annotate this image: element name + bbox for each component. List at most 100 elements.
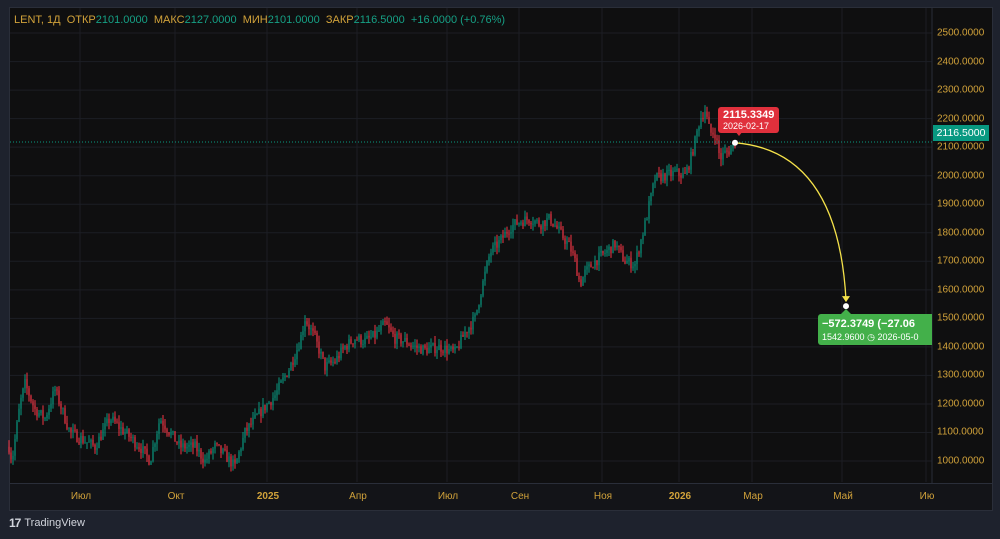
candle-body bbox=[166, 429, 168, 433]
candle-body bbox=[600, 251, 602, 253]
projection-end-tooltip: −572.3749 (−27.06 1542.9600 ◷ 2026-05-0 bbox=[818, 314, 932, 345]
candle-body bbox=[38, 412, 40, 417]
candle-body bbox=[56, 389, 58, 391]
last-price-label: 2116.5000 bbox=[933, 125, 989, 141]
price-tick: 1900.0000 bbox=[937, 198, 985, 210]
time-tick: Май bbox=[833, 491, 853, 502]
candle-body bbox=[542, 220, 544, 230]
candle-body bbox=[68, 428, 70, 430]
candle-body bbox=[300, 334, 302, 350]
tradingview-logo[interactable]: 17 TradingView bbox=[9, 516, 85, 530]
candle-body bbox=[572, 251, 574, 253]
candle-body bbox=[184, 443, 186, 449]
candle-body bbox=[254, 414, 256, 418]
candle-body bbox=[128, 429, 130, 437]
candle-body bbox=[80, 435, 82, 444]
candle-body bbox=[64, 408, 66, 424]
candle-body bbox=[314, 330, 316, 333]
candle-body bbox=[276, 390, 278, 396]
candle-body bbox=[180, 440, 182, 448]
symbol[interactable]: LENT, 1Д bbox=[14, 14, 61, 26]
time-tick: Июл bbox=[437, 491, 459, 502]
candle-body bbox=[500, 235, 502, 241]
candle-body bbox=[544, 220, 546, 227]
candle-body bbox=[430, 344, 432, 348]
candle-body bbox=[710, 123, 712, 133]
close-value: 2116.5000 bbox=[353, 14, 405, 26]
candle-body bbox=[86, 442, 88, 444]
candle-body bbox=[146, 448, 148, 456]
time-tick: Окт bbox=[167, 491, 185, 502]
candle-body bbox=[390, 327, 392, 331]
candle-body bbox=[330, 360, 332, 363]
candle-body bbox=[58, 390, 60, 404]
candle-body bbox=[518, 222, 520, 225]
candle-body bbox=[394, 333, 396, 344]
candle-body bbox=[378, 330, 380, 332]
candle-body bbox=[30, 395, 32, 402]
candle-body bbox=[380, 325, 382, 331]
tooltip-pointer bbox=[841, 309, 851, 314]
candle-body bbox=[438, 344, 440, 351]
candle-body bbox=[578, 275, 580, 280]
candle-body bbox=[522, 222, 524, 227]
open-label: ОТКР bbox=[66, 14, 96, 26]
candle-body bbox=[586, 266, 588, 270]
candle-body bbox=[164, 425, 166, 430]
candle-body bbox=[450, 346, 452, 349]
candle-body bbox=[552, 223, 554, 227]
candle-body bbox=[506, 231, 508, 234]
time-tick: 2025 bbox=[256, 491, 280, 502]
candle-body bbox=[16, 421, 18, 440]
candle-body bbox=[412, 345, 414, 347]
candle-body bbox=[14, 439, 16, 456]
candle-body bbox=[106, 418, 108, 424]
candle-body bbox=[36, 408, 38, 417]
candle-body bbox=[42, 410, 44, 419]
candle-body bbox=[404, 337, 406, 342]
time-axis[interactable]: Июл Окт 2025 Апр Июл Сен Ноя 2026 Мар Май Ию bbox=[9, 483, 993, 511]
candle-body bbox=[498, 240, 500, 248]
high-label: МАКС bbox=[153, 14, 185, 26]
candle-body bbox=[46, 414, 48, 419]
candle-body bbox=[680, 175, 682, 178]
candle-body bbox=[590, 264, 592, 268]
candle-body bbox=[402, 341, 404, 344]
candle-body bbox=[434, 343, 436, 354]
candle-body bbox=[724, 150, 726, 153]
candle-body bbox=[582, 276, 584, 286]
candle-body bbox=[304, 321, 306, 332]
candle-body bbox=[210, 451, 212, 454]
candle-body bbox=[140, 448, 142, 454]
chart-pane[interactable] bbox=[9, 7, 993, 485]
candle-body bbox=[100, 436, 102, 440]
candle-body bbox=[308, 324, 310, 330]
candle-body bbox=[248, 423, 250, 431]
candle-body bbox=[460, 334, 462, 349]
candle-body bbox=[416, 345, 418, 348]
candle-body bbox=[296, 349, 298, 360]
candle-body bbox=[178, 440, 180, 444]
candle-body bbox=[388, 324, 390, 328]
candle-body bbox=[324, 357, 326, 371]
candle-body bbox=[446, 345, 448, 354]
candle-body bbox=[530, 222, 532, 225]
candle-body bbox=[554, 225, 556, 227]
clock-icon: ◷ bbox=[867, 332, 875, 342]
candle-body bbox=[508, 233, 510, 235]
candle-body bbox=[368, 335, 370, 338]
candle-body bbox=[154, 443, 156, 447]
candle-body bbox=[484, 271, 486, 281]
candle-body bbox=[116, 421, 118, 423]
candle-body bbox=[540, 225, 542, 230]
brand-name: TradingView bbox=[24, 517, 85, 529]
candle-body bbox=[452, 346, 454, 350]
candle-body bbox=[20, 397, 22, 409]
end-price: 1542.9600 bbox=[822, 332, 865, 342]
candle-body bbox=[730, 148, 732, 155]
candle-body bbox=[440, 344, 442, 352]
candle-body bbox=[76, 430, 78, 443]
candle-body bbox=[224, 449, 226, 451]
candle-body bbox=[126, 429, 128, 433]
